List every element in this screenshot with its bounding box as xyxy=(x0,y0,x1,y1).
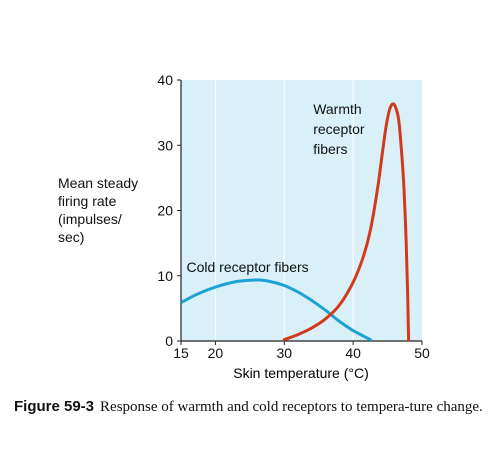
y-tick-label: 10 xyxy=(157,268,173,284)
series-label: Warmth xyxy=(313,101,361,117)
y-axis-label-line: Mean steady xyxy=(58,175,139,191)
series-label: Cold receptor fibers xyxy=(187,259,309,275)
y-tick-label: 0 xyxy=(165,333,173,349)
x-axis-label: Skin temperature (°C) xyxy=(233,365,369,381)
figure-caption: Figure 59-3 Response of warmth and cold r… xyxy=(14,397,484,417)
y-axis-label: Mean steady firing rate (impulses/ sec) xyxy=(58,174,158,246)
y-axis-label-line: firing rate xyxy=(58,193,117,209)
y-axis-label-line: sec) xyxy=(58,229,85,245)
series-labels: Cold receptor fibers Warmth receptor fibers xyxy=(187,101,365,275)
y-tick-label: 30 xyxy=(157,137,173,153)
x-axis-ticks: 15 20 30 40 50 xyxy=(173,341,430,361)
x-tick-label: 40 xyxy=(345,345,361,361)
x-tick-label: 20 xyxy=(208,345,224,361)
x-tick-label: 50 xyxy=(414,345,430,361)
series-label: fibers xyxy=(313,141,347,157)
cold-receptor-line xyxy=(180,278,372,342)
x-tick-label: 30 xyxy=(276,345,292,361)
warmth-receptor-line xyxy=(282,102,411,342)
plot-area xyxy=(181,80,422,341)
caption-text: Response of warmth and cold receptors to… xyxy=(100,399,483,415)
series-label: receptor xyxy=(313,121,365,137)
y-axis-ticks: 0 10 20 30 40 xyxy=(157,72,181,349)
y-tick-label: 20 xyxy=(157,203,173,219)
y-tick-label: 40 xyxy=(157,72,173,88)
figure-number: Figure 59-3 xyxy=(14,398,95,415)
y-axis-label-line: (impulses/ xyxy=(58,211,122,227)
x-tick-label: 15 xyxy=(173,345,189,361)
chart: 15 20 30 40 50 0 10 20 30 40 Cold receptor fiber… xyxy=(157,72,430,381)
gridlines xyxy=(214,80,354,341)
series-lines xyxy=(180,102,411,342)
